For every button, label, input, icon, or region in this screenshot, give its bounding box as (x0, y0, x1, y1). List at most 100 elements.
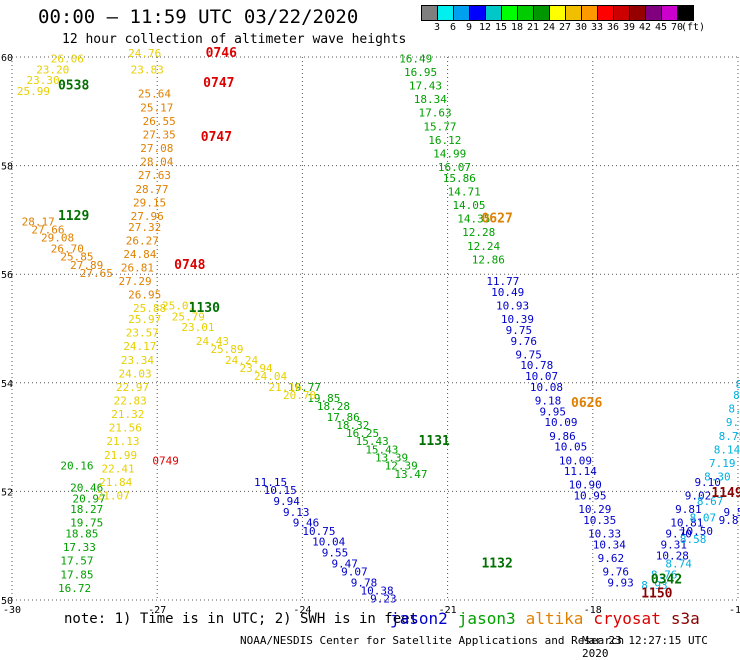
data-point-label: 13.39 (375, 452, 408, 465)
data-point-label: 25.64 (138, 88, 171, 101)
pass-time-label: 1132 (481, 556, 512, 571)
data-point-label: 10.04 (312, 536, 345, 549)
chart-title: 00:00 – 11:59 UTC 03/22/2020 (38, 6, 359, 28)
satellite-legend: jason2 jason3 altika cryosat s3a (390, 609, 710, 628)
data-point-label: 28.04 (140, 156, 173, 169)
data-point-label: 17.57 (60, 555, 93, 568)
data-point-label: 8.14 (714, 443, 740, 456)
data-point-label: 24.24 (225, 354, 258, 367)
data-point-label: 27.63 (138, 169, 171, 182)
data-point-label: 23.01 (181, 321, 214, 334)
colorbar-tick-label: 3 (433, 22, 441, 33)
data-point-label: 16.72 (58, 582, 91, 595)
data-point-label: 11.14 (564, 465, 597, 478)
x-tick-label: -30 (3, 605, 21, 616)
x-tick-label: -27 (148, 605, 166, 616)
data-point-label: 16.95 (404, 66, 437, 79)
colorbar-tick-label: 15 (494, 22, 508, 33)
data-point-label: 10.28 (656, 549, 689, 562)
legend-item-altika: altika (525, 609, 584, 628)
data-point-label: 27.89 (70, 259, 103, 272)
data-point-label: 9.07 (341, 566, 368, 579)
data-point-label: 7.19 (709, 457, 736, 470)
data-point-label: 12.86 (472, 253, 505, 266)
data-point-label: 10.07 (525, 370, 558, 383)
data-point-label: 9.81 (675, 503, 702, 516)
data-point-label: 10.78 (520, 359, 553, 372)
data-point-label: 18.34 (414, 93, 447, 106)
data-point-label: 21.07 (97, 490, 130, 503)
data-point-label: 29.08 (41, 232, 74, 245)
colorbar-swatch (677, 5, 694, 21)
colorbar-tick-label: 30 (574, 22, 588, 33)
colorbar-tick-label: 24 (542, 22, 556, 33)
colorbar-tick-label: 39 (622, 22, 636, 33)
data-point-label: 8.67 (697, 495, 724, 508)
data-point-label: 9.13 (283, 506, 310, 519)
data-point-label: 26.06 (51, 52, 84, 65)
data-point-label: 26.70 (51, 242, 84, 255)
data-point-label: 25.85 (60, 251, 93, 264)
colorbar-tick-label: 45 (654, 22, 668, 33)
data-point-label: 9.47 (331, 557, 358, 570)
data-point-label: 25.99 (17, 85, 50, 98)
data-point-label: 9.23 (370, 593, 397, 606)
pass-time-label: 1131 (419, 434, 450, 449)
data-point-label: 23.20 (36, 63, 69, 76)
data-point-label: 9.93 (607, 576, 634, 589)
data-point-label: 28.77 (135, 183, 168, 196)
data-point-label: 14.71 (448, 185, 481, 198)
data-point-label: 24.17 (123, 340, 156, 353)
data-point-label: 20.70 (283, 389, 316, 402)
legend-item-jason3: jason3 (457, 609, 516, 628)
data-point-label: 24.76 (128, 47, 161, 60)
legend-item-cryosat: cryosat (593, 609, 661, 628)
footnote: note: 1) Time is in UTC; 2) SWH is in fe… (64, 611, 419, 627)
data-point-label: 10.95 (573, 490, 606, 503)
data-point-label: 20.46 (70, 481, 103, 494)
data-point-label: 10.39 (501, 313, 534, 326)
data-point-label: 10.29 (578, 503, 611, 516)
data-point-label: 10.38 (360, 585, 393, 598)
colorbar-tick-label: 33 (590, 22, 604, 33)
data-point-label: 10.50 (680, 525, 713, 538)
data-point-label: 21.13 (106, 435, 139, 448)
data-point-label: 18.27 (70, 503, 103, 516)
data-point-label: 9.94 (273, 495, 300, 508)
pass-time-label: 0538 (58, 79, 89, 94)
data-point-label: 17.33 (63, 541, 96, 554)
data-point-label: 11.15 (254, 476, 287, 489)
data-point-label: 10.81 (670, 517, 703, 530)
data-point-label: 24.84 (123, 248, 156, 261)
data-point-label: 10.05 (554, 441, 587, 454)
data-point-label: 0749 (152, 454, 179, 467)
data-point-label: 15.43 (356, 435, 389, 448)
data-point-label: 28.17 (22, 215, 55, 228)
data-point-label: 10.15 (264, 484, 297, 497)
pass-time-label: 0747 (203, 76, 234, 91)
data-point-label: 17.86 (327, 411, 360, 424)
y-tick-label: 54 (1, 379, 13, 390)
y-tick-label: 52 (1, 487, 13, 498)
data-point-label: 15.43 (365, 443, 398, 456)
data-point-label: 17.43 (409, 80, 442, 93)
data-point-label: 9.75 (506, 324, 533, 337)
data-point-label: 21.56 (109, 422, 142, 435)
data-point-label: 8.00 (733, 389, 740, 402)
data-point-label: 12.24 (467, 240, 500, 253)
data-point-label: 15.77 (423, 120, 456, 133)
data-point-label: 22.83 (114, 395, 147, 408)
x-tick-label: -18 (584, 605, 602, 616)
colorbar-tick-label: 21 (526, 22, 540, 33)
data-point-label: 26.95 (128, 289, 161, 302)
pass-time-label: 0627 (481, 212, 512, 227)
data-point-label: 16.49 (399, 52, 432, 65)
data-point-label: 9.10 (694, 476, 721, 489)
data-point-label: 9.95 (540, 405, 567, 418)
data-point-label: 9.78 (351, 576, 378, 589)
data-point-label: 24.03 (118, 367, 151, 380)
data-point-label: 9.55 (322, 547, 349, 560)
pass-time-label: 0748 (174, 258, 205, 273)
data-point-label: 25.88 (133, 302, 166, 315)
